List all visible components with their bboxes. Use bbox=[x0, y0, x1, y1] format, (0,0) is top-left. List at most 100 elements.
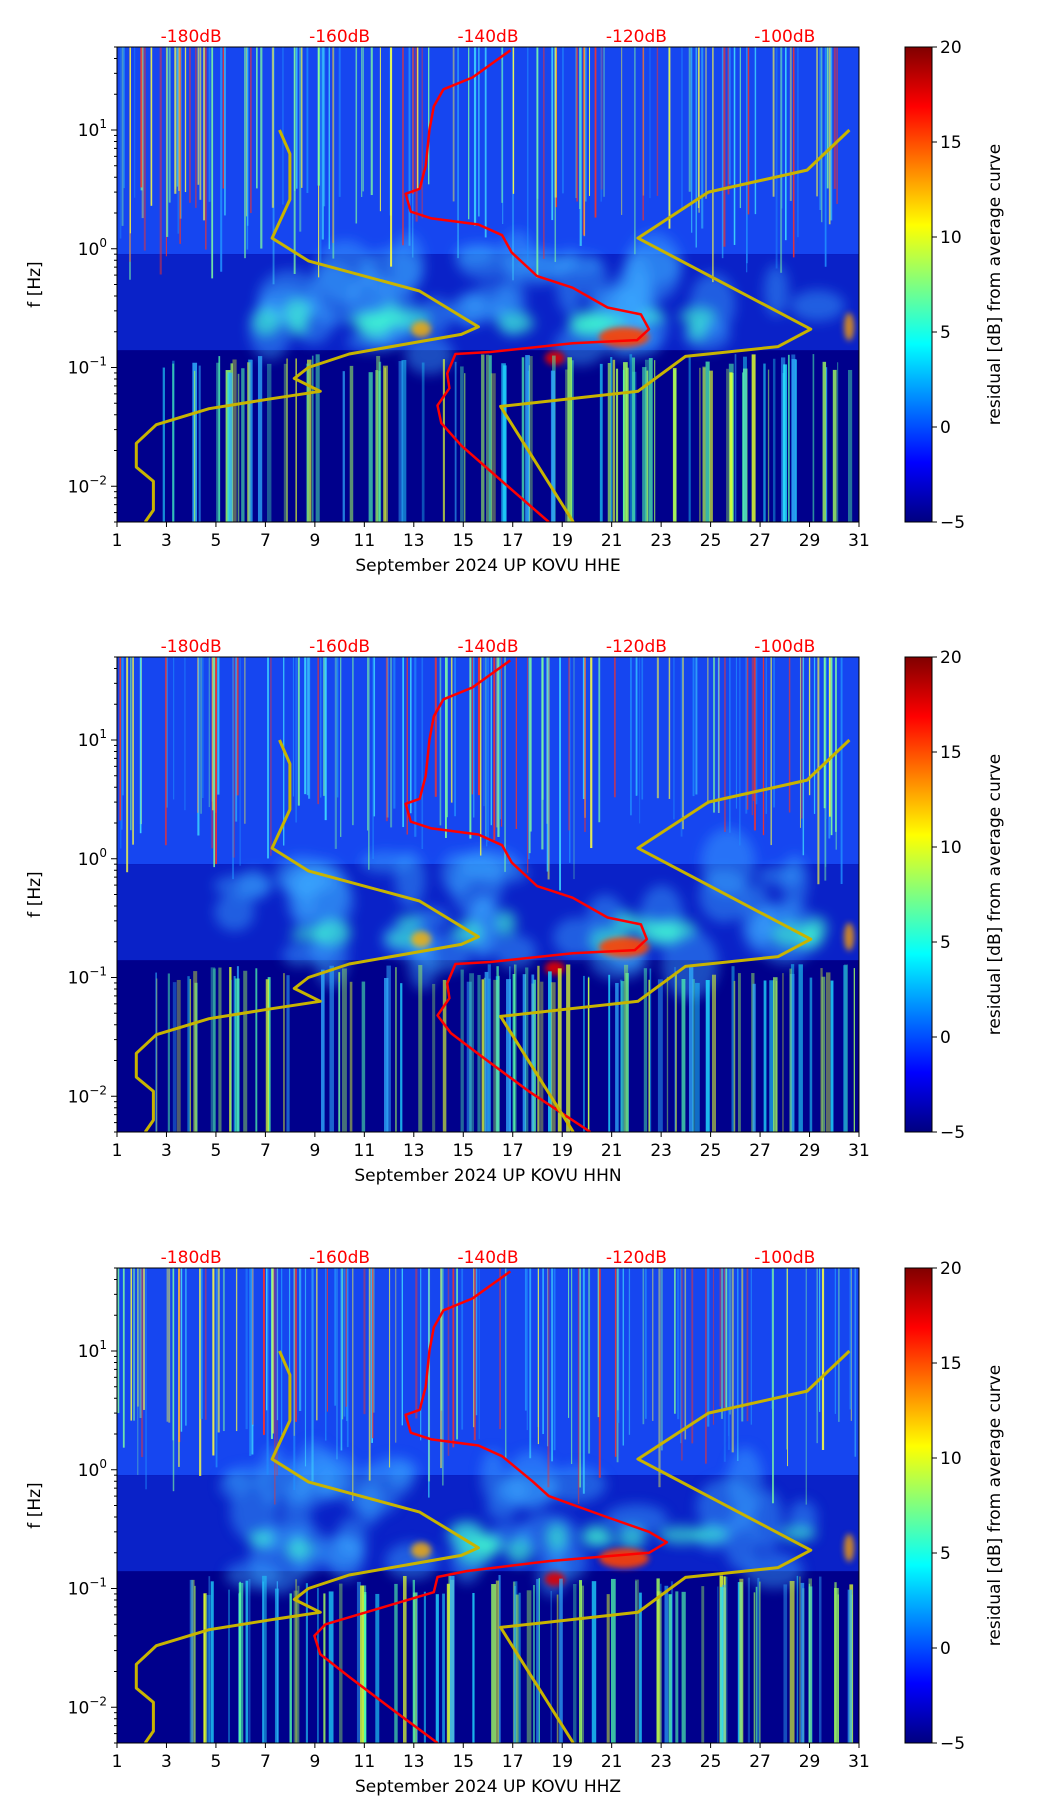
spectrogram-streak bbox=[643, 968, 648, 1132]
spectrogram-streak bbox=[849, 1268, 852, 1410]
spectrogram-streak bbox=[792, 47, 795, 258]
spectrogram-streak bbox=[699, 367, 701, 522]
x-tick-label: 31 bbox=[848, 531, 870, 551]
x-tick-label: 27 bbox=[749, 1141, 771, 1161]
spectrogram-streak bbox=[311, 1268, 314, 1482]
spectrogram-streak bbox=[529, 657, 532, 832]
spectrogram-streak bbox=[719, 1268, 722, 1407]
y-tick-label: 100 bbox=[78, 846, 107, 870]
spectrogram-streak bbox=[788, 657, 791, 813]
y-tick-label: 10−2 bbox=[68, 473, 107, 497]
spectrogram-streak bbox=[746, 657, 749, 810]
x-tick-label: 1 bbox=[112, 531, 123, 551]
spectrogram-streak bbox=[239, 1581, 241, 1743]
spectrogram-streak bbox=[267, 657, 269, 859]
spectrogram-streak bbox=[745, 657, 748, 814]
spectrogram-streak bbox=[570, 360, 574, 522]
colorbar: −5 0 5 10 15 20 residual [dB] from average cur… bbox=[904, 648, 1005, 1143]
spectrogram-streak bbox=[473, 47, 477, 226]
spectrogram-streak bbox=[375, 370, 379, 522]
spectrogram-streak bbox=[493, 657, 496, 840]
y-axis-label: f [Hz] bbox=[25, 261, 45, 307]
spectrogram-streak bbox=[265, 979, 269, 1132]
spectrogram-streak bbox=[639, 1592, 642, 1743]
spectrogram-streak bbox=[789, 1580, 795, 1743]
spectrogram-streak bbox=[119, 657, 122, 821]
spectrogram-streak bbox=[734, 354, 737, 522]
spectrogram-streak bbox=[266, 1268, 269, 1475]
spectrogram-streak bbox=[159, 47, 162, 275]
top-db-label: -140dB bbox=[457, 1248, 518, 1268]
spectrogram-streak bbox=[837, 362, 839, 522]
spectrogram-streak bbox=[607, 363, 611, 522]
spectrogram-streak bbox=[120, 657, 123, 830]
colorbar-tick-label: 0 bbox=[940, 1639, 951, 1659]
spectrogram-streak bbox=[442, 359, 445, 522]
spectrogram-streak bbox=[575, 47, 578, 199]
spectrogram-streak bbox=[293, 1268, 295, 1436]
spectrogram-streak bbox=[402, 1575, 407, 1743]
spectrogram-streak bbox=[461, 1268, 464, 1430]
spectrogram-streak bbox=[129, 47, 132, 234]
spectrogram-streak bbox=[781, 47, 783, 209]
y-tick-label: 10−1 bbox=[68, 965, 107, 989]
spectrogram-streak bbox=[248, 1579, 251, 1743]
spectrogram-streak bbox=[772, 358, 776, 522]
spectrogram-streak bbox=[582, 1268, 585, 1494]
colorbar-label: residual [dB] from average curve bbox=[985, 1365, 1005, 1646]
spectrogram-streak bbox=[613, 657, 616, 798]
x-tick-label: 19 bbox=[551, 531, 573, 551]
spectrogram-streak bbox=[763, 980, 767, 1132]
y-tick-label: 10−2 bbox=[68, 1083, 107, 1107]
colorbar-tick-label: 20 bbox=[940, 38, 962, 58]
spectrogram-streak bbox=[454, 657, 457, 817]
spectrogram-streak bbox=[628, 1268, 631, 1435]
y-axis-label: f [Hz] bbox=[25, 1482, 45, 1528]
spectrogram-streak bbox=[473, 1268, 476, 1441]
y-tick-label: 10−1 bbox=[68, 1576, 107, 1600]
spectrogram-streak bbox=[753, 657, 757, 831]
colorbar-tick-label: 10 bbox=[940, 1449, 962, 1469]
spectrogram-streak bbox=[805, 1268, 807, 1505]
spectrogram-streak bbox=[787, 354, 790, 522]
spectrogram-streak bbox=[731, 966, 735, 1132]
spectrogram-streak bbox=[536, 1579, 539, 1743]
spectrogram-streak bbox=[286, 975, 290, 1132]
spectrogram-streak bbox=[854, 1268, 857, 1457]
spectrogram-streak bbox=[823, 657, 826, 809]
colorbar-tick-label: 20 bbox=[940, 648, 962, 668]
spectrogram-streak bbox=[324, 657, 327, 821]
spectrogram-streak bbox=[515, 657, 517, 830]
spectrogram-streak bbox=[292, 657, 295, 797]
spectrogram-streak bbox=[543, 47, 545, 259]
spectrogram-streak bbox=[836, 47, 838, 204]
spectrogram-streak bbox=[262, 1575, 267, 1743]
spectrogram-streak bbox=[746, 47, 748, 264]
spectrogram-streak bbox=[251, 1268, 254, 1455]
spectrogram-streak bbox=[606, 1594, 610, 1743]
spectrogram-streak bbox=[481, 354, 485, 522]
spectrogram-streak bbox=[280, 1268, 283, 1435]
spectrogram-streak bbox=[772, 1268, 774, 1504]
spectrogram-streak bbox=[821, 976, 826, 1132]
spectrogram-streak bbox=[583, 975, 585, 1132]
spectrogram-streak bbox=[210, 1581, 214, 1743]
spectrogram-streak bbox=[323, 47, 326, 207]
spectrogram-streak bbox=[725, 1268, 728, 1408]
spectrogram-streak bbox=[688, 967, 694, 1132]
spectrogram-streak bbox=[739, 657, 741, 846]
top-db-label: -100dB bbox=[754, 27, 815, 47]
spectrogram-streak bbox=[378, 361, 382, 522]
spectrogram-streak bbox=[702, 367, 706, 522]
spectrogram-streak bbox=[481, 979, 485, 1132]
spectrogram-streak bbox=[587, 978, 590, 1132]
spectrogram-streak bbox=[166, 657, 168, 808]
spectrogram-streak bbox=[498, 975, 500, 1132]
spectrogram-streak bbox=[623, 362, 628, 522]
spectrogram-streak bbox=[825, 367, 828, 522]
spectrogram-streak bbox=[241, 368, 245, 522]
spectrogram-streak bbox=[531, 974, 535, 1132]
x-tick-label: 13 bbox=[403, 1752, 425, 1772]
spectrogram-streak bbox=[177, 47, 180, 234]
spectrogram-streak bbox=[384, 977, 389, 1132]
